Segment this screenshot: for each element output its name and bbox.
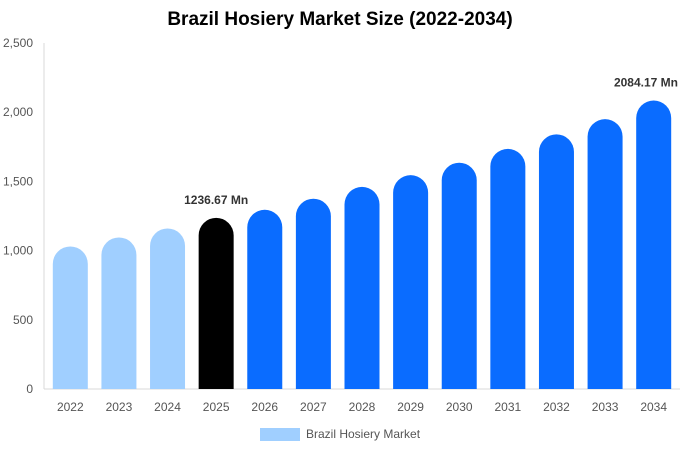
bar-2034	[636, 100, 672, 389]
x-tick-label-2030: 2030	[446, 400, 473, 414]
bar-2024	[150, 228, 186, 389]
x-tick-label-2026: 2026	[251, 400, 278, 414]
bar-2033	[587, 119, 623, 390]
x-tick-label-2024: 2024	[154, 400, 181, 414]
legend[interactable]: Brazil Hosiery Market	[260, 426, 420, 442]
bar-2031	[490, 148, 526, 389]
x-tick-label-2029: 2029	[397, 400, 424, 414]
legend-label: Brazil Hosiery Market	[306, 427, 421, 441]
legend-swatch	[260, 427, 300, 441]
y-tick-label: 500	[13, 313, 33, 327]
bar-2023	[101, 237, 137, 389]
bar-2030	[441, 162, 477, 389]
y-tick-label: 2,000	[3, 105, 33, 119]
x-tick-label-2032: 2032	[543, 400, 570, 414]
x-tick-label-2027: 2027	[300, 400, 327, 414]
y-tick-label: 2,500	[3, 36, 33, 50]
data-label-2034: 2084.17 Mn	[614, 76, 678, 90]
bar-2026	[247, 209, 283, 389]
y-tick-label: 1,000	[3, 244, 33, 258]
x-tick-label-2023: 2023	[106, 400, 133, 414]
x-tick-label-2033: 2033	[592, 400, 619, 414]
bar-2027	[295, 198, 331, 389]
bar-2029	[393, 175, 429, 389]
data-label-2025: 1236.67 Mn	[184, 193, 248, 207]
x-tick-label-2031: 2031	[494, 400, 521, 414]
bar-2032	[538, 134, 574, 389]
chart-title: Brazil Hosiery Market Size (2022-2034)	[167, 9, 513, 30]
x-tick-label-2034: 2034	[640, 400, 667, 414]
bar-2028	[344, 186, 380, 389]
y-tick-label: 0	[26, 382, 33, 396]
x-tick-label-2022: 2022	[57, 400, 84, 414]
x-tick-label-2025: 2025	[203, 400, 230, 414]
bar-2025	[198, 217, 234, 389]
x-tick-label-2028: 2028	[349, 400, 376, 414]
bar-2022	[52, 246, 88, 389]
y-tick-label: 1,500	[3, 174, 33, 188]
